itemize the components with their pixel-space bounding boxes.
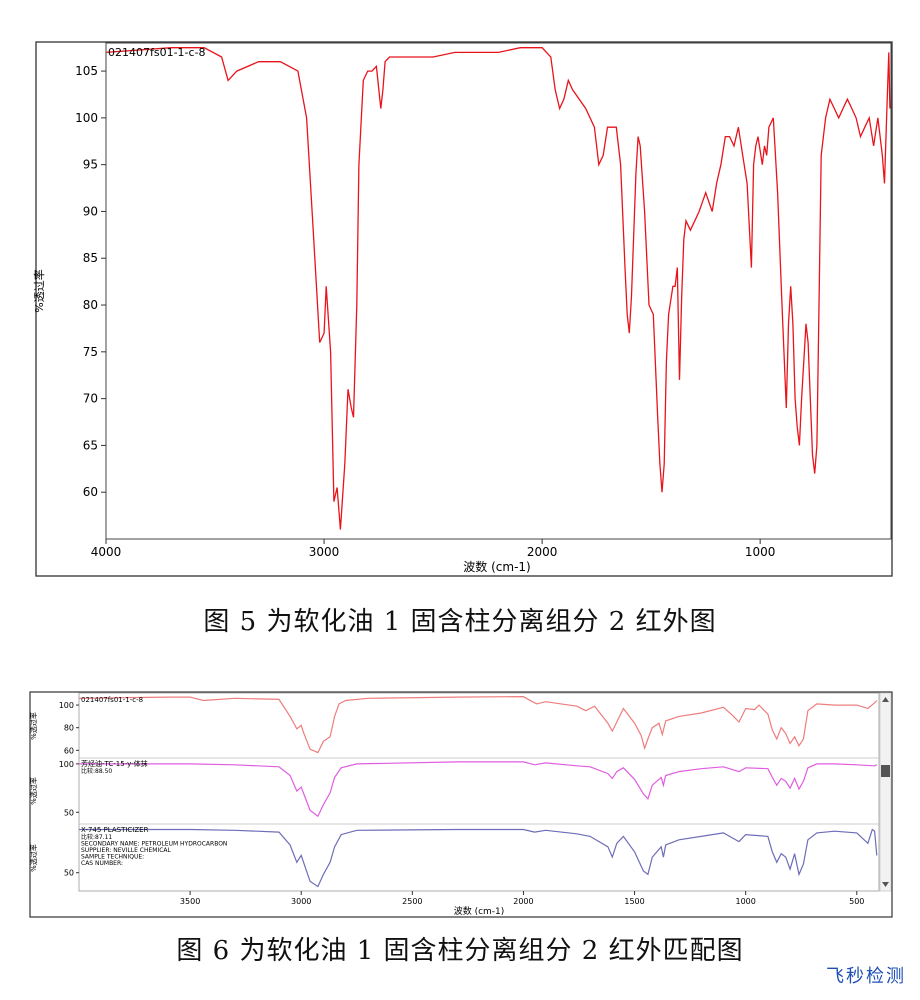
y-axis-label: %透过率	[32, 269, 46, 312]
panel-y-tick-label: 50	[64, 869, 74, 878]
y-tick-label: 65	[83, 438, 98, 452]
y-tick-label: 60	[83, 485, 98, 499]
panel-y-axis-label: %透过率	[29, 844, 38, 872]
match-spectrum-line	[79, 828, 878, 888]
panel-spectrum-label: 021407fs01-1-c-8	[81, 696, 143, 704]
y-tick-label: 80	[83, 298, 98, 312]
panel-y-tick-label: 60	[64, 746, 74, 755]
scrollbar-track[interactable]	[879, 692, 892, 892]
x-axis-label: 波数 (cm-1)	[463, 559, 530, 574]
panel-y-axis-label: %透过率	[29, 777, 38, 805]
scrollbar-thumb[interactable]	[881, 765, 890, 777]
match-x-tick-label: 500	[849, 897, 864, 906]
match-x-axis-label: 波数 (cm-1)	[454, 905, 505, 917]
match-spectrum-line	[78, 695, 878, 754]
match-panel-3: 50 %透过率 X-745 PLASTICIZER比较:87.11SECONDARY…	[29, 826, 878, 888]
y-tick-label: 90	[83, 204, 98, 218]
x-tick-label: 1000	[745, 545, 776, 559]
y-tick-label: 70	[83, 392, 98, 406]
plot-area	[105, 42, 892, 540]
panel-y-axis-label: %透过率	[29, 712, 38, 740]
scroll-down-arrow[interactable]	[882, 882, 889, 887]
scroll-up-arrow[interactable]	[882, 697, 889, 702]
scrollbar[interactable]	[879, 692, 892, 892]
match-plot-area	[78, 692, 880, 892]
y-tick-label: 100	[75, 111, 98, 125]
figure-6-caption: 图 6 为软化油 1 固含柱分离组分 2 红外匹配图	[176, 936, 744, 966]
panel-info-line: SECONDARY NAME: PETROLEUM HYDROCARBON	[81, 841, 227, 848]
panel-info-line: 比较:88.50	[81, 767, 112, 775]
match-x-tick-label: 2000	[513, 897, 533, 906]
x-tick-label: 3000	[309, 545, 340, 559]
x-tick-label: 4000	[91, 545, 122, 559]
panel-info-line: CAS NUMBER:	[81, 860, 123, 867]
y-tick-label: 95	[83, 158, 98, 172]
match-x-tick-label: 3000	[291, 897, 311, 906]
spectrum-line-sample	[105, 47, 891, 530]
watermark-text: 飞秒检测	[826, 966, 906, 987]
match-x-tick-label: 1500	[624, 897, 644, 906]
y-tick-label: 105	[75, 64, 98, 78]
panel-info-line: 比较:87.11	[81, 833, 112, 841]
panel-info-line: SUPPLIER: NEVILLE CHEMICAL	[81, 847, 172, 854]
y-tick-label: 75	[83, 345, 98, 359]
y-tick-label: 85	[83, 251, 98, 265]
match-x-tick-label: 1000	[735, 897, 755, 906]
panel-y-tick-label: 80	[64, 724, 74, 733]
panel-y-tick-label: 100	[59, 760, 74, 769]
panel-y-tick-label: 50	[64, 808, 74, 817]
panel-spectrum-label: 芳烃油-TC-15-y-体抹	[81, 759, 148, 768]
match-panel-1: 60 80 100 %透过率 021407fs01-1-c-8	[29, 695, 878, 755]
match-x-tick-label: 2500	[402, 897, 422, 906]
panel-info-line: SAMPLE TECHNIQUE:	[81, 854, 144, 861]
x-tick-label: 2000	[527, 545, 558, 559]
figure-5-caption: 图 5 为软化油 1 固含柱分离组分 2 红外图	[203, 607, 717, 637]
match-x-tick-label: 3500	[180, 897, 200, 906]
match-spectrum-line	[79, 761, 878, 818]
panel-y-tick-label: 100	[59, 701, 74, 710]
sample-title-label: 021407fs01-1-c-8	[108, 46, 206, 59]
panel-spectrum-label: X-745 PLASTICIZER	[81, 826, 149, 834]
